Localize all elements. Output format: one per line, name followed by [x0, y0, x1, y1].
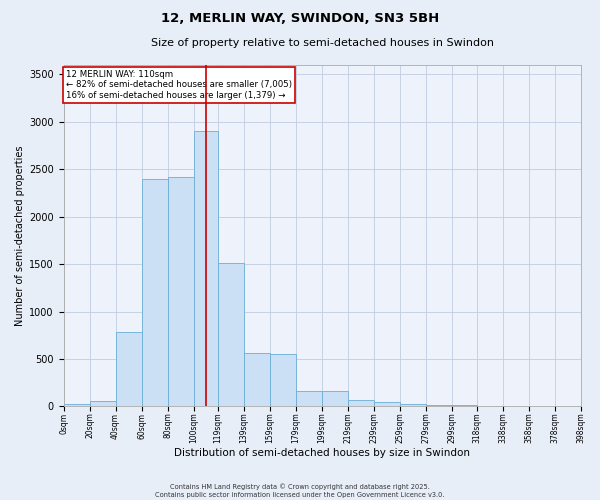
Bar — [167, 177, 194, 406]
Bar — [89, 401, 116, 406]
Bar — [374, 402, 400, 406]
Bar — [452, 405, 476, 406]
Bar — [194, 132, 218, 406]
Bar — [296, 390, 322, 406]
Text: 12, MERLIN WAY, SWINDON, SN3 5BH: 12, MERLIN WAY, SWINDON, SN3 5BH — [161, 12, 439, 26]
Bar — [270, 354, 296, 406]
Bar — [218, 263, 244, 406]
Bar — [64, 404, 89, 406]
Bar — [400, 404, 426, 406]
X-axis label: Distribution of semi-detached houses by size in Swindon: Distribution of semi-detached houses by … — [174, 448, 470, 458]
Text: 12 MERLIN WAY: 110sqm
← 82% of semi-detached houses are smaller (7,005)
16% of s: 12 MERLIN WAY: 110sqm ← 82% of semi-deta… — [66, 70, 292, 100]
Y-axis label: Number of semi-detached properties: Number of semi-detached properties — [15, 146, 25, 326]
Title: Size of property relative to semi-detached houses in Swindon: Size of property relative to semi-detach… — [151, 38, 494, 48]
Bar — [322, 391, 348, 406]
Bar — [348, 400, 374, 406]
Bar — [426, 404, 452, 406]
Text: Contains HM Land Registry data © Crown copyright and database right 2025.
Contai: Contains HM Land Registry data © Crown c… — [155, 484, 445, 498]
Bar — [116, 332, 142, 406]
Bar — [142, 178, 167, 406]
Bar — [244, 353, 270, 406]
